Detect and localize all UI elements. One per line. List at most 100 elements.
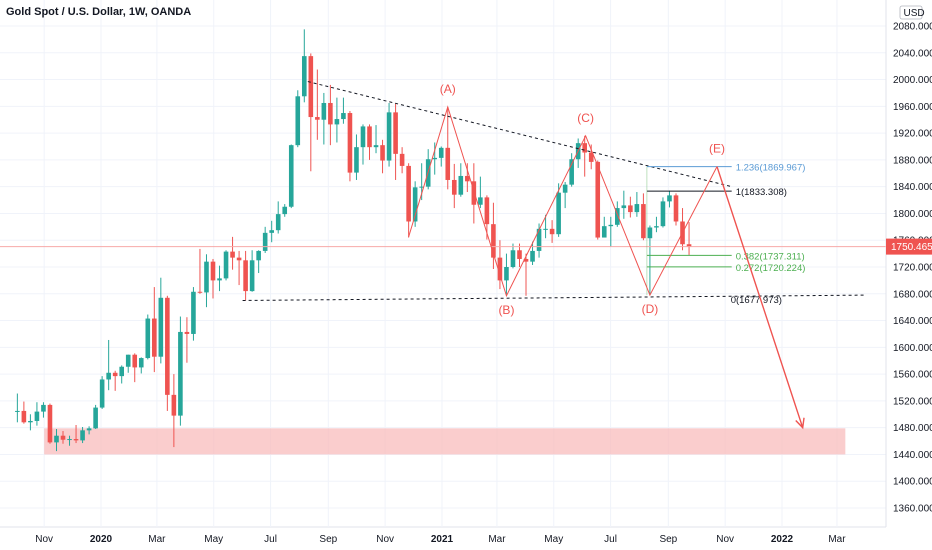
- candle: [99, 376, 105, 409]
- candle: [628, 196, 633, 218]
- candle: [308, 53, 314, 172]
- candle: [28, 414, 33, 431]
- y-tick-label: 1720.000: [893, 263, 932, 274]
- currency-label: USD: [899, 5, 925, 20]
- candle: [178, 316, 183, 426]
- candle: [517, 243, 522, 267]
- time-axis[interactable]: Nov 2020 Mar May Jul Sep Nov 2021 Mar May Jul Sep No…: [35, 534, 846, 545]
- candle: [321, 92, 327, 145]
- candles-layer: [15, 29, 692, 452]
- last-price-badge: 1750.465: [886, 238, 932, 255]
- x-tick-label: Nov: [376, 534, 394, 545]
- candle: [132, 353, 138, 383]
- y-tick-label: 1680.000: [893, 289, 932, 300]
- candle: [269, 220, 274, 243]
- candle: [562, 181, 568, 209]
- wave-label: (E): [709, 142, 725, 156]
- candle: [458, 163, 464, 197]
- candle: [667, 190, 672, 208]
- y-tick-label: 1600.000: [893, 343, 932, 354]
- candle: [491, 202, 496, 270]
- x-tick-label: Mar: [828, 534, 846, 545]
- candle: [621, 190, 627, 219]
- candle: [334, 97, 340, 143]
- x-tick-label: Sep: [659, 534, 677, 545]
- price-axis[interactable]: 2080.000 2040.000 2000.000 1960.000 1920.000…: [885, 0, 932, 527]
- elliott-wave-path: [408, 105, 718, 298]
- candle: [634, 192, 640, 217]
- candle: [504, 253, 509, 296]
- x-tick-label: May: [204, 534, 223, 545]
- candle: [80, 426, 85, 444]
- candle: [243, 250, 248, 301]
- candle: [673, 193, 679, 226]
- projection-arrow: [716, 166, 804, 428]
- candle: [158, 277, 164, 364]
- support-trendline: [242, 294, 865, 301]
- y-tick-label: 2040.000: [893, 48, 932, 59]
- candle: [660, 197, 666, 228]
- candle: [282, 204, 288, 217]
- fib-level-label: 1.236(1869.967): [736, 163, 806, 174]
- candle: [223, 250, 229, 281]
- y-tick-label: 1440.000: [893, 450, 932, 461]
- candle: [608, 216, 614, 247]
- y-tick-label: 1880.000: [893, 155, 932, 166]
- candle: [54, 429, 59, 452]
- candle: [106, 339, 111, 391]
- candle: [347, 111, 353, 182]
- candle: [445, 107, 451, 190]
- x-tick-label: May: [544, 534, 563, 545]
- y-tick-label: 2080.000: [893, 22, 932, 33]
- y-tick-label: 1520.000: [893, 396, 932, 407]
- candle: [686, 222, 692, 255]
- candle: [21, 401, 27, 424]
- candle: [288, 144, 294, 209]
- candle: [425, 149, 431, 190]
- x-tick-label: Jul: [264, 534, 277, 545]
- candle: [86, 426, 92, 435]
- x-tick-label: Nov: [35, 534, 53, 545]
- candle: [549, 220, 555, 243]
- last-price-text: 1750.465: [891, 242, 932, 253]
- candle: [15, 393, 20, 423]
- x-tick-label: Nov: [716, 534, 734, 545]
- candle: [412, 181, 418, 227]
- candle: [543, 214, 548, 239]
- candle: [197, 248, 203, 294]
- candle: [67, 435, 72, 446]
- candle: [399, 147, 405, 174]
- candle: [601, 216, 607, 238]
- candle: [438, 146, 444, 167]
- candle: [295, 90, 301, 148]
- candle: [373, 125, 379, 154]
- wave-label: (C): [577, 111, 594, 125]
- candle: [569, 153, 574, 187]
- candle: [204, 254, 209, 308]
- candle: [315, 69, 320, 140]
- candle: [510, 243, 516, 269]
- candle: [654, 216, 659, 233]
- candle: [328, 84, 333, 146]
- candle: [34, 402, 40, 426]
- candle: [47, 403, 53, 444]
- candle: [647, 225, 653, 296]
- candle: [256, 250, 261, 274]
- candle: [119, 365, 125, 384]
- candle: [354, 134, 359, 180]
- y-tick-label: 1360.000: [893, 504, 932, 515]
- y-tick-label: 1920.000: [893, 129, 932, 140]
- resistance-trendline: [307, 81, 732, 188]
- wave-label: (B): [498, 303, 514, 317]
- candle: [341, 97, 346, 124]
- candle: [93, 404, 98, 430]
- candle: [406, 163, 411, 238]
- candle: [595, 160, 601, 240]
- candle: [393, 103, 398, 180]
- candle: [275, 201, 281, 234]
- x-tick-label: Mar: [488, 534, 506, 545]
- candle: [217, 265, 222, 292]
- candle: [171, 374, 177, 448]
- candle: [138, 357, 144, 374]
